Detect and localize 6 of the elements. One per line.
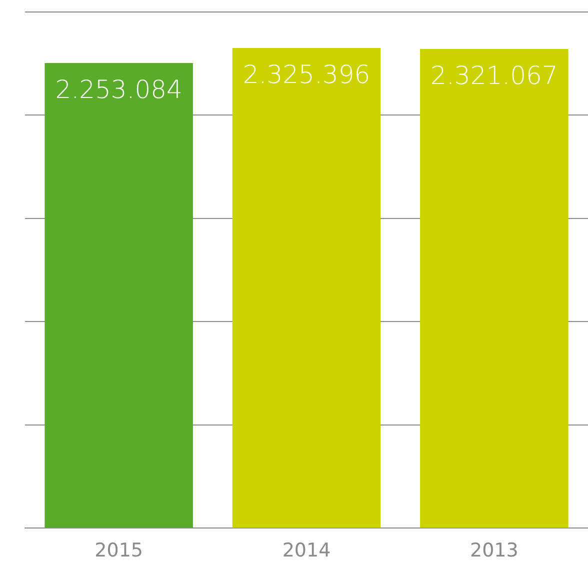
data-label: 2.325.396	[242, 60, 370, 90]
x-tick-label: 2014	[282, 540, 331, 562]
x-tick-label: 2015	[94, 540, 144, 562]
x-tick-label: 2013	[470, 540, 518, 562]
data-label: 2.253.084	[55, 74, 182, 104]
data-label: 2.321.067	[430, 60, 558, 90]
